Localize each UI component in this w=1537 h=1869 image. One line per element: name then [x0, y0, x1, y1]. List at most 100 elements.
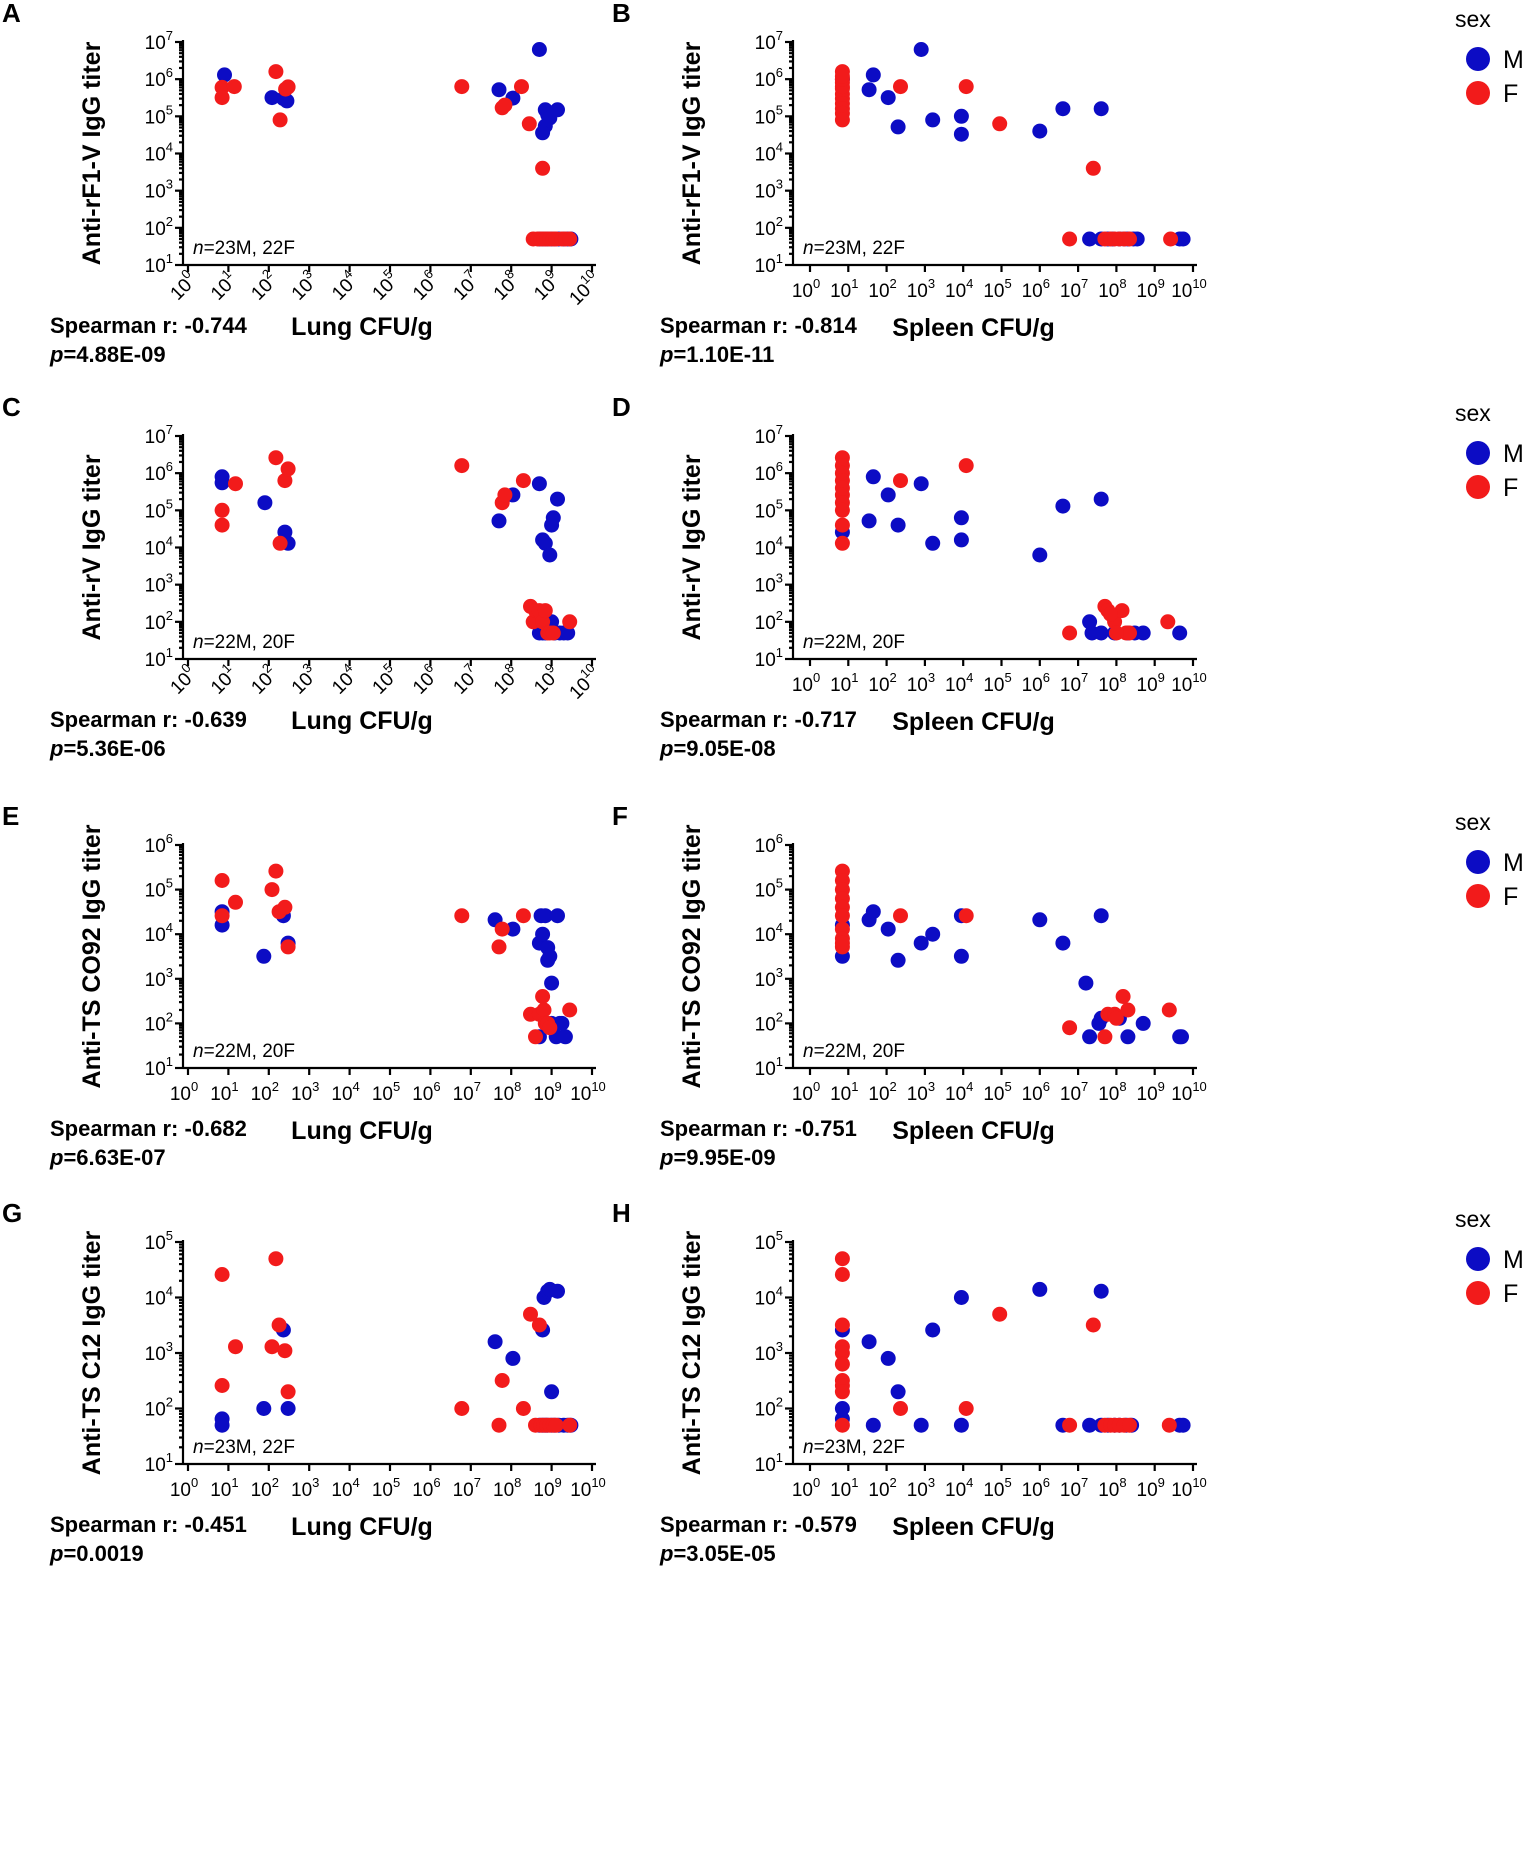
y-tick-label: 101 [145, 1054, 173, 1080]
data-point-f [958, 1401, 974, 1416]
data-point-f [1062, 625, 1078, 641]
spearman-r: Spearman r: -0.751 [660, 1116, 857, 1141]
y-tick-label: 101 [145, 1450, 173, 1476]
sample-size-label: n=22M, 20F [803, 1041, 905, 1062]
x-tick-label: 1010 [562, 660, 606, 704]
legend-marker-m [1466, 850, 1490, 874]
data-point-f [562, 231, 578, 247]
x-tick-label: 1010 [1171, 670, 1207, 696]
data-point-m [550, 1283, 565, 1299]
data-point-f [834, 1356, 850, 1372]
series-f [214, 64, 578, 247]
x-tick-label: 101 [830, 1475, 858, 1501]
y-tick-label: 106 [755, 65, 783, 91]
data-point-m [925, 535, 941, 551]
data-point-m [214, 475, 230, 491]
data-point-f [562, 1002, 578, 1018]
data-point-f [268, 450, 284, 466]
x-tick-label: 107 [1060, 1079, 1088, 1105]
data-point-f [992, 116, 1008, 132]
data-point-f [271, 1317, 287, 1333]
n-text: =23M, 22F [814, 1437, 905, 1458]
x-tick-label: 106 [1022, 276, 1050, 302]
data-point-f [214, 502, 230, 518]
y-tick-label: 104 [145, 534, 173, 560]
axes [175, 1240, 596, 1471]
data-point-m [865, 904, 881, 920]
data-point-m [257, 495, 273, 511]
sample-size-label: n=23M, 22F [193, 1437, 295, 1458]
panel-letter: F [612, 801, 628, 831]
x-tick-label: 105 [983, 670, 1011, 696]
x-axis-label: Lung CFU/g [291, 313, 433, 341]
data-point-f [268, 1251, 284, 1267]
p-value-text: =6.63E-07 [63, 1145, 165, 1170]
p-symbol: p [49, 736, 63, 761]
x-tick-label: 101 [210, 1475, 238, 1501]
data-point-f [536, 1002, 552, 1018]
x-tick-label: 108 [1098, 670, 1126, 696]
data-point-m [890, 952, 906, 968]
spearman-r: Spearman r: -0.451 [50, 1512, 247, 1537]
y-tick-label: 104 [755, 920, 783, 946]
x-tick-label: 102 [251, 1079, 279, 1105]
data-point-f [958, 908, 974, 924]
x-tick-label: 107 [453, 1475, 481, 1501]
data-point-f [1122, 1417, 1137, 1433]
axes [785, 843, 1197, 1075]
legend: sex MF [1455, 400, 1524, 502]
data-point-f [1161, 1417, 1177, 1433]
series-f [834, 64, 1179, 247]
data-point-f [214, 908, 230, 924]
x-tick-label: 102 [244, 660, 282, 698]
data-point-f [272, 112, 288, 128]
x-axis-label: Lung CFU/g [291, 1117, 433, 1145]
data-point-f [535, 160, 551, 176]
data-point-m [560, 625, 576, 641]
data-point-f [1108, 1010, 1124, 1026]
data-point-m [861, 82, 877, 98]
p-value: p=1.10E-11 [659, 342, 774, 367]
x-tick-label: 102 [868, 276, 896, 302]
data-point-f [454, 79, 470, 95]
series-m [834, 42, 1191, 247]
data-point-m [861, 1334, 877, 1350]
data-point-m [1082, 1417, 1098, 1433]
data-point-m [1082, 231, 1098, 247]
x-tick-label: 100 [170, 1475, 198, 1501]
p-symbol: p [49, 342, 63, 367]
y-tick-label: 103 [145, 571, 173, 597]
y-tick-label: 101 [755, 645, 783, 671]
data-point-f [1097, 1029, 1113, 1045]
data-point-f [1062, 1417, 1078, 1433]
panel-c: C101102103104105106107100101102103104105… [2, 392, 606, 761]
data-point-m [554, 1015, 570, 1031]
data-point-m [913, 1417, 929, 1433]
y-tick-label: 105 [755, 496, 783, 522]
panel-letter: B [612, 0, 631, 28]
data-point-m [1175, 1417, 1191, 1433]
data-point-m [1082, 614, 1098, 630]
data-point-m [880, 90, 896, 106]
data-point-m [865, 1417, 881, 1433]
data-point-m [925, 926, 941, 942]
data-point-f [834, 68, 850, 84]
x-tick-label: 101 [210, 1079, 238, 1105]
data-point-m [953, 1290, 969, 1305]
data-point-f [515, 908, 531, 924]
y-tick-label: 105 [145, 496, 173, 522]
data-point-m [256, 1401, 272, 1416]
x-tick-label: 104 [945, 276, 973, 302]
spearman-r: Spearman r: -0.639 [50, 707, 247, 732]
sample-size-label: n=23M, 22F [193, 238, 295, 259]
data-point-f [497, 97, 513, 113]
n-text: =22M, 20F [204, 1041, 295, 1062]
n-text: =22M, 20F [814, 632, 905, 653]
x-tick-label: 107 [446, 266, 484, 304]
data-point-m [550, 908, 565, 924]
y-tick-label: 102 [145, 608, 173, 634]
n-symbol: n [803, 1041, 814, 1062]
x-tick-label: 1010 [1171, 1079, 1207, 1105]
